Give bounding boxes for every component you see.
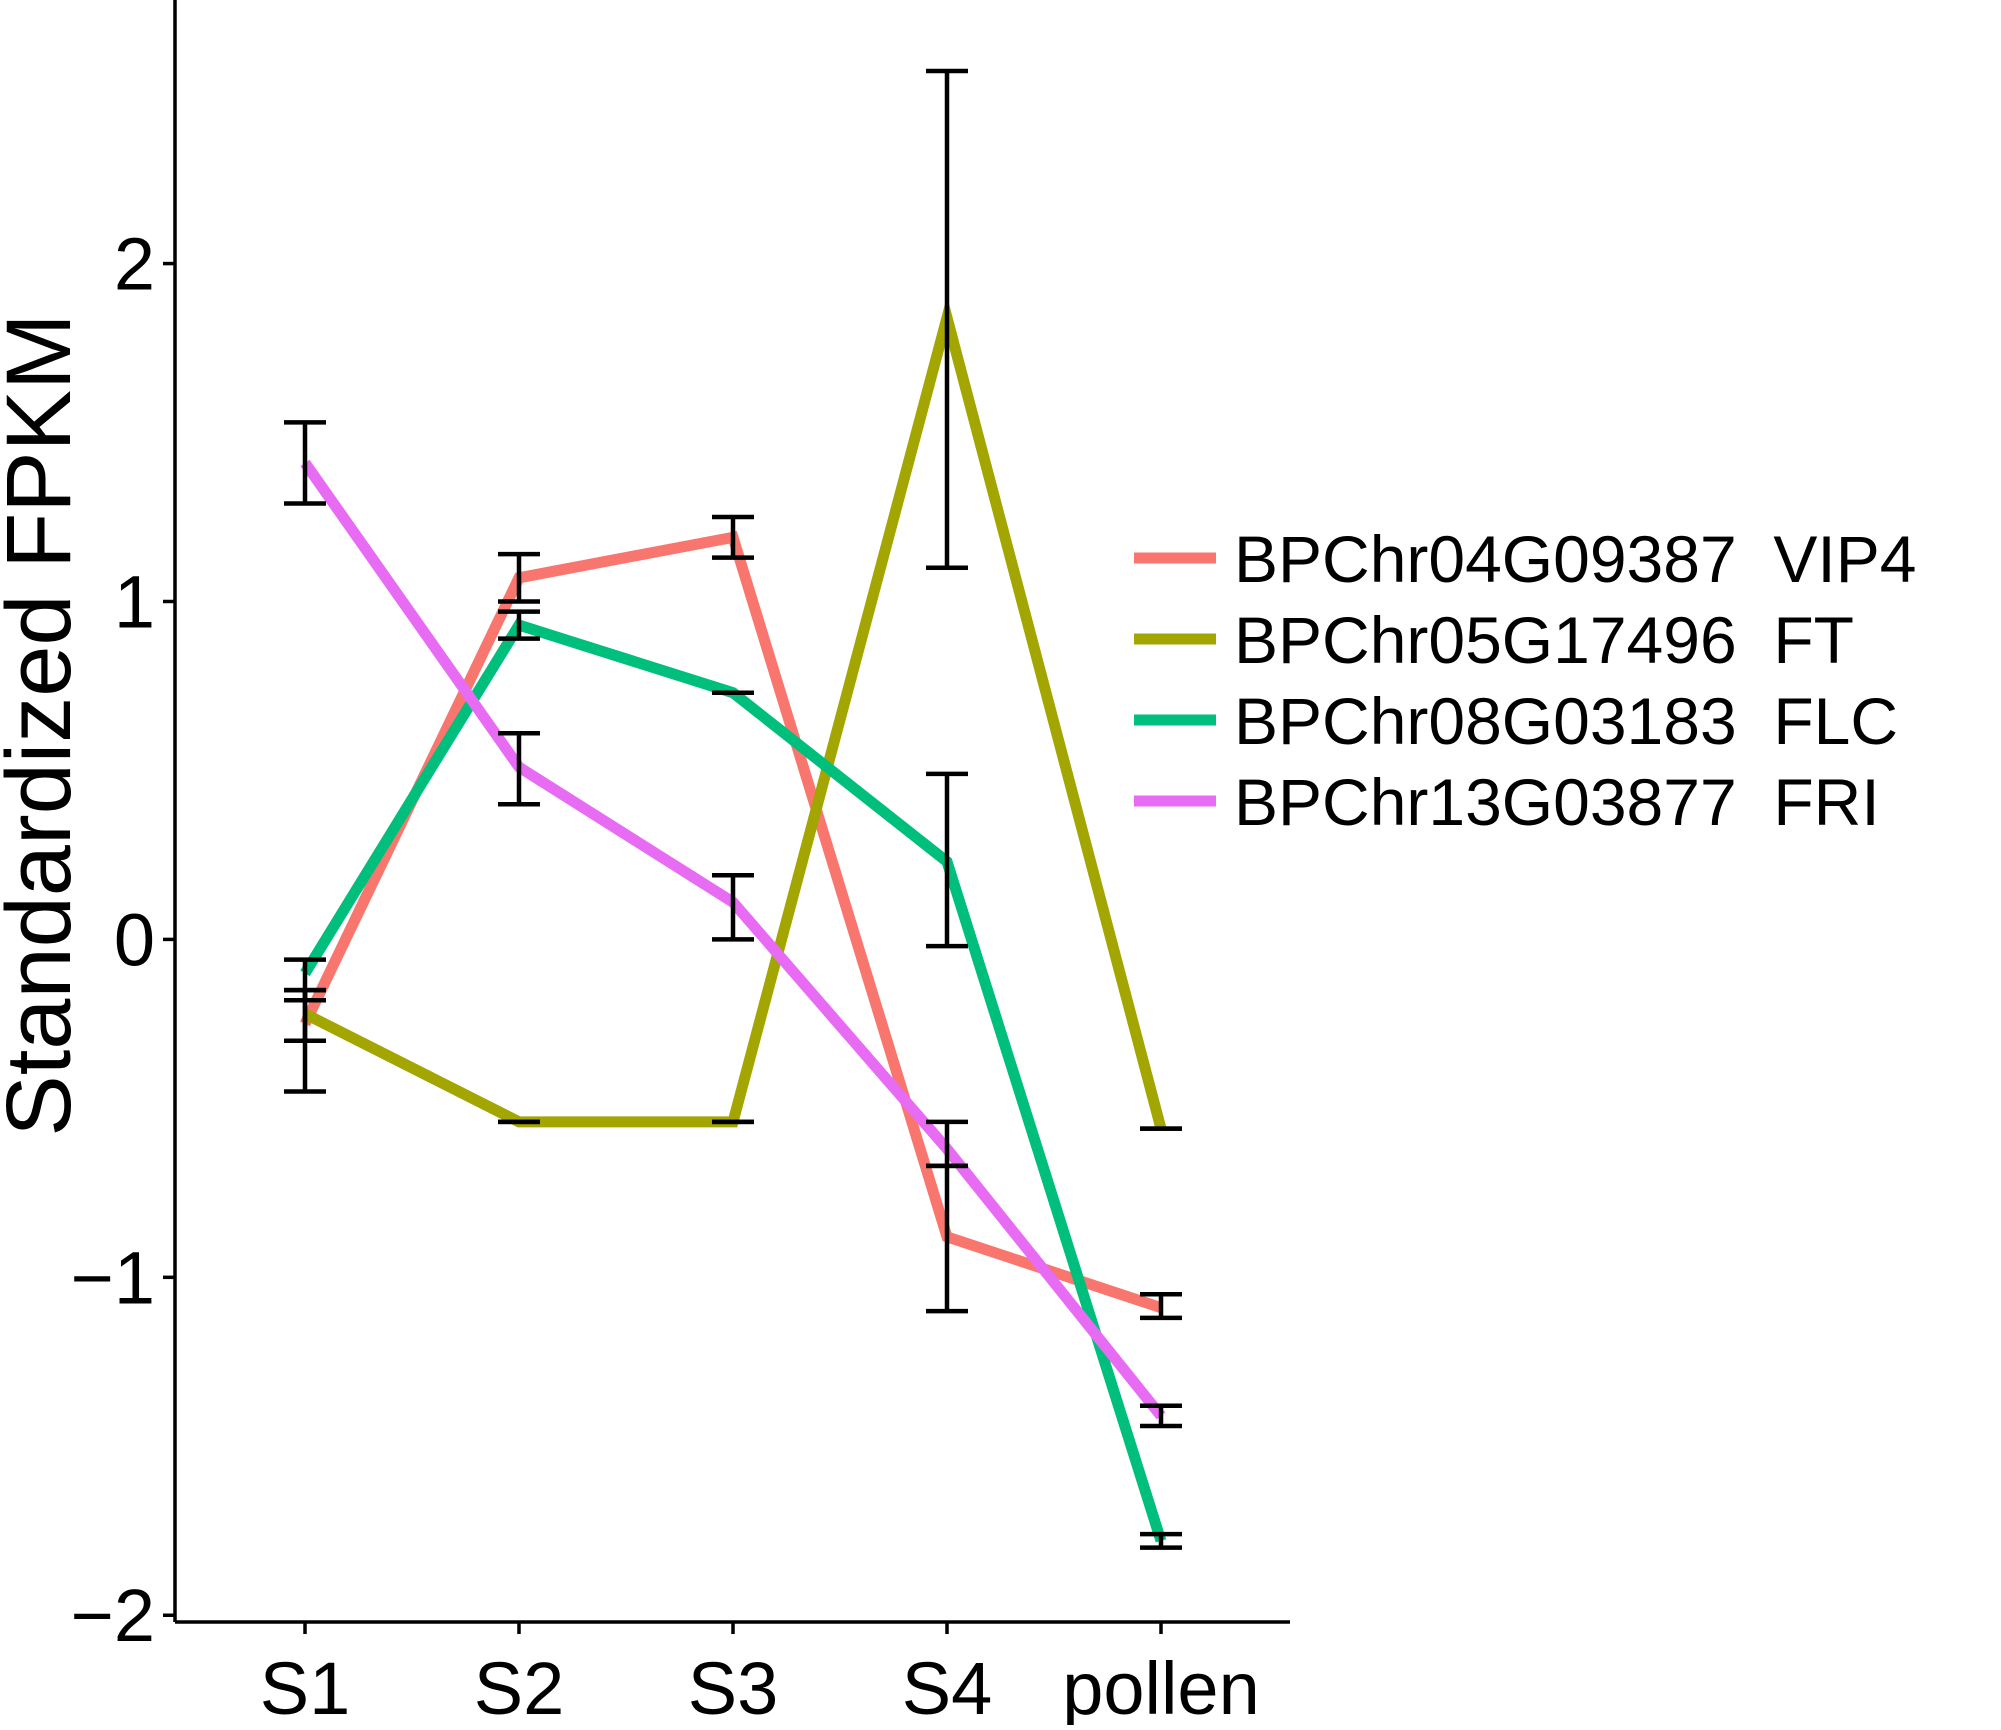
x-tick-label: S4 (902, 1647, 993, 1725)
error-bar (926, 771, 968, 949)
x-tick-label: S3 (688, 1647, 779, 1725)
legend-label: BPChr08G03183 FLC (1234, 684, 1898, 758)
error-bar (1140, 1531, 1182, 1550)
legend-label: BPChr13G03877 FRI (1234, 765, 1880, 839)
y-tick-label: −2 (71, 1574, 155, 1657)
x-tick-label: S1 (260, 1647, 351, 1725)
error-bar (1140, 1403, 1182, 1429)
error-bar (498, 551, 540, 604)
y-tick-label: 1 (114, 560, 155, 643)
error-bar (926, 1119, 968, 1169)
x-tick-label: pollen (1062, 1647, 1260, 1725)
error-bar (712, 872, 754, 942)
y-tick-label: 2 (114, 223, 155, 306)
y-tick-label: 0 (114, 898, 155, 981)
error-bar (712, 514, 754, 560)
error-bar (498, 731, 540, 807)
series-line-1 (302, 296, 1167, 1131)
error-bar (498, 609, 540, 641)
legend-label: BPChr05G17496 FT (1234, 603, 1854, 677)
legend-label: BPChr04G09387 VIP4 (1234, 522, 1916, 596)
y-tick-label: −1 (71, 1236, 155, 1319)
error-bar (284, 957, 326, 1003)
error-bar (926, 68, 968, 570)
error-bar (1140, 1291, 1182, 1321)
axes (173, 0, 1290, 1624)
y-axis-title: Standardized FPKM (0, 313, 90, 1136)
error-bar (284, 420, 326, 506)
x-tick-label: S2 (474, 1647, 565, 1725)
